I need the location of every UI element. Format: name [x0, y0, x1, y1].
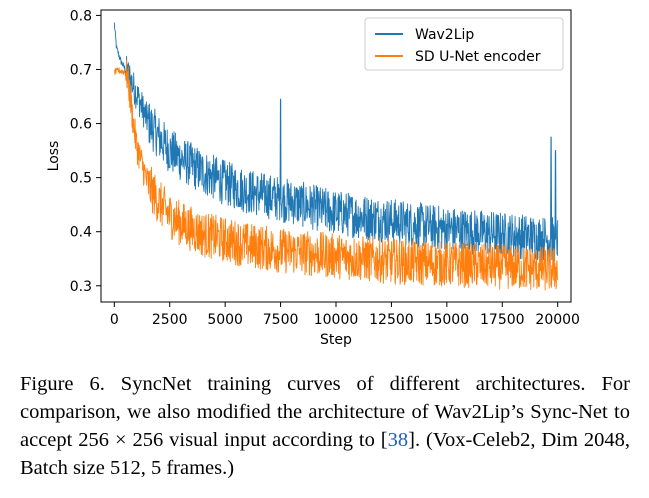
- x-tick-label: 7500: [263, 312, 299, 328]
- figure-caption: Figure 6. SyncNet training curves of dif…: [20, 370, 630, 482]
- x-tick-label: 12500: [369, 312, 414, 328]
- x-tick-label: 0: [110, 312, 119, 328]
- x-tick-label: 15000: [425, 312, 470, 328]
- citation-link[interactable]: 38: [387, 429, 409, 451]
- series-line-wav2lip: [113, 22, 559, 262]
- y-tick-label: 0.8: [70, 8, 92, 24]
- training-loss-chart: 0 2500 5000 7500 10000 12500 15000 17500 20000 0.…: [46, 8, 580, 348]
- x-tick-label: 20000: [535, 312, 580, 328]
- legend-label-wav2lip: Wav2Lip: [415, 27, 474, 43]
- series-line-sd-unet-encoder: [113, 59, 559, 291]
- x-tick-label: 10000: [314, 312, 359, 328]
- legend-label-sd-unet: SD U-Net encoder: [415, 49, 541, 65]
- y-tick-label: 0.5: [70, 171, 92, 187]
- caption-text-2: ]. (Vox-Celeb2, Dim 2048, Batch size 512…: [20, 429, 630, 479]
- y-axis-label: Loss: [46, 141, 62, 172]
- y-tick-label: 0.4: [70, 225, 92, 241]
- y-tick-label: 0.3: [70, 279, 92, 295]
- x-tick-label: 2500: [152, 312, 188, 328]
- x-axis-label: Step: [320, 332, 352, 348]
- y-tick-label: 0.6: [70, 117, 92, 133]
- legend-box: [364, 17, 564, 71]
- legend: Wav2Lip SD U-Net encoder: [364, 17, 564, 71]
- x-tick-label: 5000: [207, 312, 243, 328]
- x-tick-label: 17500: [480, 312, 525, 328]
- caption-text-1: Figure 6. SyncNet training curves of dif…: [20, 373, 630, 451]
- y-tick-label: 0.7: [70, 62, 92, 78]
